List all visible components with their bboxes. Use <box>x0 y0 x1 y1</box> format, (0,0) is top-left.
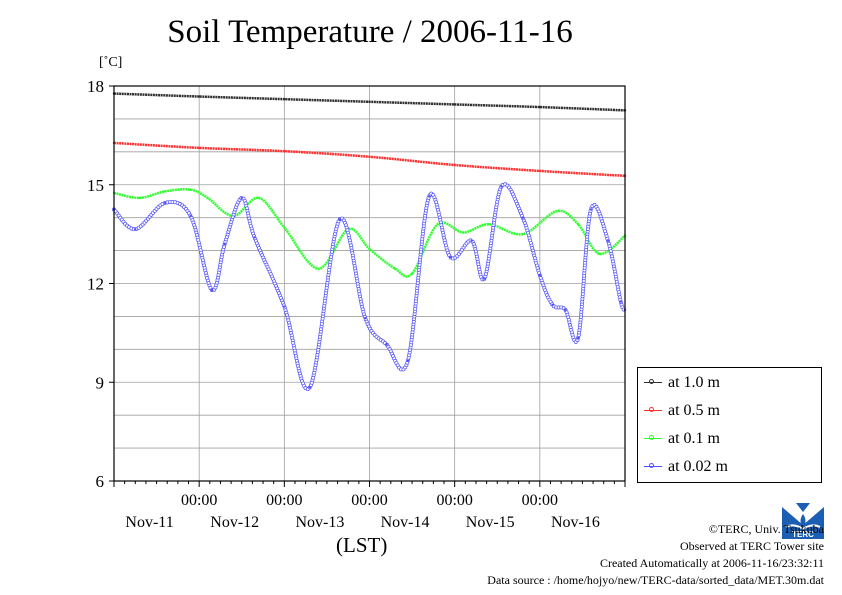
data-point-3 <box>551 303 554 307</box>
copyright-text: ©TERC, Univ. Tsukuba <box>708 522 824 536</box>
data-point-1 <box>283 149 286 153</box>
legend-item-0-5m: at 0.5 m <box>644 398 720 424</box>
legend-label-0-02m: at 0.02 m <box>668 458 728 475</box>
y-unit-label: [˚C] <box>99 55 123 70</box>
legend-swatch-0-5m <box>644 405 662 417</box>
data-point-2 <box>206 196 209 200</box>
terc-logo: TERC <box>782 503 824 539</box>
data-point-3 <box>308 385 312 389</box>
data-point-2 <box>189 188 192 191</box>
y-tick-label: 12 <box>87 275 104 294</box>
data-point-2 <box>257 196 260 200</box>
data-point-3 <box>606 239 610 242</box>
data-point-3 <box>134 227 137 231</box>
x-time-tick-label: 00:00 <box>351 492 387 509</box>
data-point-3 <box>189 214 192 218</box>
data-point-3 <box>283 305 286 308</box>
data-point-2 <box>317 267 320 270</box>
data-point-3 <box>210 288 214 292</box>
x-date-label: Nov-16 <box>551 514 600 531</box>
credits-block: ©TERC, Univ. Tsukuba Observed at TERC To… <box>487 521 824 589</box>
data-point-3 <box>427 195 431 198</box>
x-time-tick-label: 00:00 <box>181 492 217 509</box>
data-point-2 <box>283 226 286 229</box>
data-source-text: Data source : /home/hojyo/new/TERC-data/… <box>487 573 824 587</box>
x-date-label: Nov-15 <box>466 514 515 531</box>
data-point-3 <box>483 277 486 280</box>
data-point-2 <box>393 267 397 270</box>
created-text: Created Automatically at 2006-11-16/23:3… <box>599 556 824 570</box>
data-point-3 <box>223 242 226 246</box>
y-tick-label: 6 <box>96 472 105 491</box>
data-point-3 <box>538 274 542 277</box>
data-point-2 <box>598 252 601 256</box>
legend-label-0-5m: at 0.5 m <box>668 402 720 419</box>
x-time-tick-label: 00:00 <box>522 492 558 509</box>
data-point-0 <box>283 97 286 101</box>
data-point-3 <box>521 216 524 219</box>
x-date-label: Nov-14 <box>381 514 430 531</box>
data-point-2 <box>521 232 524 236</box>
data-point-3 <box>449 255 452 259</box>
y-tick-label: 9 <box>96 373 105 392</box>
data-point-3 <box>338 218 341 221</box>
legend-label-0-1m: at 0.1 m <box>668 430 720 447</box>
data-point-3 <box>163 201 167 205</box>
x-time-tick-label: 00:00 <box>266 492 302 509</box>
logo-text: TERC <box>792 530 814 539</box>
legend-item-1-0m: at 1.0 m <box>644 370 720 396</box>
data-point-2 <box>576 223 580 226</box>
data-point-3 <box>564 308 567 312</box>
x-date-label: Nov-12 <box>210 514 259 531</box>
data-point-3 <box>589 208 593 211</box>
x-time-tick-label: 00:00 <box>436 492 472 509</box>
data-point-3 <box>385 343 388 346</box>
legend-swatch-1-0m <box>644 377 662 389</box>
data-point-0 <box>538 105 542 109</box>
data-point-3 <box>500 185 503 188</box>
data-point-3 <box>470 239 473 242</box>
data-point-0 <box>197 95 201 98</box>
data-point-3 <box>240 196 243 200</box>
data-point-3 <box>253 236 256 239</box>
x-date-label: Nov-13 <box>295 514 344 531</box>
y-tick-label: 15 <box>87 176 104 195</box>
data-point-3 <box>576 336 580 340</box>
data-point-3 <box>406 359 410 363</box>
data-point-1 <box>453 163 456 167</box>
data-point-2 <box>461 231 465 234</box>
data-point-0 <box>453 103 456 106</box>
chart-title: Soil Temperature / 2006-11-16 <box>167 14 573 50</box>
observed-text: Observed at TERC Tower site <box>679 539 824 553</box>
data-point-2 <box>555 209 559 213</box>
legend-swatch-0-02m <box>644 461 662 473</box>
data-point-2 <box>487 223 490 226</box>
data-point-2 <box>436 223 439 226</box>
legend-swatch-0-1m <box>644 433 662 445</box>
data-point-2 <box>368 247 371 251</box>
data-point-2 <box>410 272 414 275</box>
data-point-1 <box>538 169 542 173</box>
legend-label-1-0m: at 1.0 m <box>668 374 720 391</box>
legend-item-0-02m: at 0.02 m <box>644 454 728 480</box>
x-axis-label: (LST) <box>336 533 388 557</box>
plot-frame <box>113 85 626 482</box>
data-point-1 <box>368 155 371 158</box>
data-point-3 <box>364 316 367 320</box>
data-point-2 <box>138 196 141 200</box>
data-point-1 <box>197 146 201 150</box>
x-date-label: Nov-11 <box>125 514 173 531</box>
legend-item-0-1m: at 0.1 m <box>644 426 720 452</box>
y-tick-label: 18 <box>87 77 104 96</box>
legend: at 1.0 m at 0.5 m at 0.1 m at 0.02 m <box>637 367 822 483</box>
data-point-0 <box>368 100 371 104</box>
data-point-3 <box>619 300 622 303</box>
data-point-2 <box>163 190 167 193</box>
